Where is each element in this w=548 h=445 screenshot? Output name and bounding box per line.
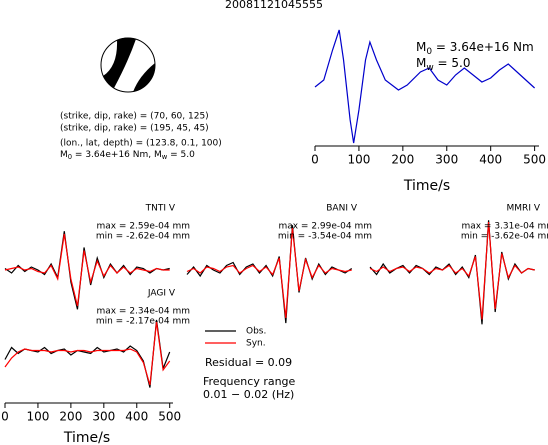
- x-axis-label: Time/s: [403, 178, 450, 194]
- title: 20081121045555: [225, 0, 323, 11]
- x-tick-label: 0: [1, 410, 9, 424]
- max-label: max = 2.99e-04 mm: [278, 222, 372, 232]
- beachball: [100, 37, 156, 93]
- subscript: w: [162, 153, 168, 161]
- max-label: max = 2.59e-04 mm: [96, 222, 190, 232]
- stf-line: [314, 29, 536, 144]
- waveform: [4, 319, 171, 388]
- x-tick-label: 400: [125, 410, 148, 424]
- min-label: min = -3.54e-04 mm: [278, 232, 372, 242]
- moment: M0 = 3.64e+16 Nm, Mw = 5.0: [60, 150, 195, 162]
- max-label: max = 2.34e-04 mm: [96, 307, 190, 317]
- min-label: min = -3.62e-04 mm: [461, 232, 548, 242]
- max-label: max = 3.31e-04 mm: [461, 222, 548, 232]
- station-name: BANI V: [326, 204, 358, 214]
- waveform: [4, 321, 171, 386]
- residual: Residual = 0.09: [205, 356, 292, 369]
- symbol: M: [416, 40, 426, 54]
- station-name: MMRI V: [507, 204, 541, 214]
- value-text: = 3.64e+16 Nm: [432, 40, 534, 54]
- frequency-title: Frequency range: [203, 375, 296, 388]
- waveform: [4, 233, 170, 307]
- station-name: TNTI V: [145, 204, 176, 214]
- x-tick-label: 200: [391, 153, 414, 167]
- waveform: [369, 221, 535, 320]
- x-tick-label: 200: [59, 410, 82, 424]
- x-tick-label: 100: [347, 153, 370, 167]
- x-tick-label: 400: [479, 153, 502, 167]
- annotation: M0 = 3.64e+16 Nm: [416, 40, 534, 57]
- x-tick-label: 300: [435, 153, 458, 167]
- subscript: w: [426, 63, 433, 73]
- subscript: 0: [426, 47, 432, 57]
- subscript: 0: [68, 153, 72, 161]
- x-axis-label: Time/s: [63, 430, 110, 445]
- x-tick-label: 0: [311, 153, 319, 167]
- plane-1: (strike, dip, rake) = (70, 60, 125): [60, 112, 209, 122]
- x-tick-label: 100: [26, 410, 49, 424]
- location: (lon., lat, depth) = (123.8, 0.1, 100): [60, 139, 222, 149]
- symbol: M: [60, 150, 68, 160]
- min-label: min = -2.17e-04 mm: [96, 317, 190, 327]
- waveform: [186, 227, 352, 319]
- x-tick-label: 300: [92, 410, 115, 424]
- frequency-range: 0.01 − 0.02 (Hz): [203, 388, 294, 401]
- x-tick-label: 500: [158, 410, 181, 424]
- min-label: min = -2.62e-04 mm: [96, 232, 190, 242]
- plane-2: (strike, dip, rake) = (195, 45, 45): [60, 124, 209, 134]
- legend-label: Obs.: [246, 327, 266, 337]
- station-name: JAGI V: [147, 289, 176, 299]
- symbol: M: [154, 150, 162, 160]
- value-text: = 3.64e+16 Nm,: [72, 150, 154, 160]
- legend-label: Syn.: [246, 339, 266, 349]
- x-tick-label: 500: [523, 153, 546, 167]
- symbol: M: [416, 56, 426, 70]
- annotation: Mw = 5.0: [416, 56, 471, 73]
- value-text: = 5.0: [434, 56, 471, 70]
- value-text: = 5.0: [167, 150, 195, 160]
